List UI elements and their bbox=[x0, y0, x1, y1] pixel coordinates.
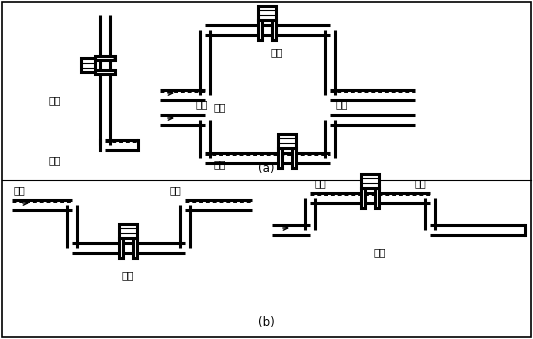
Text: 错误: 错误 bbox=[374, 247, 386, 257]
Bar bbox=[258, 20, 262, 40]
Bar bbox=[258, 6, 276, 20]
Bar bbox=[361, 174, 379, 188]
Text: 正确: 正确 bbox=[49, 95, 61, 105]
Text: 液体: 液体 bbox=[195, 99, 207, 109]
Text: 液体: 液体 bbox=[335, 99, 348, 109]
Bar bbox=[119, 224, 137, 238]
Text: 气泡: 气泡 bbox=[14, 185, 26, 195]
Text: 错误: 错误 bbox=[214, 102, 226, 112]
Text: 正确: 正确 bbox=[271, 47, 283, 57]
Bar bbox=[272, 20, 276, 40]
Text: 液体: 液体 bbox=[49, 155, 61, 165]
Text: 气泡: 气泡 bbox=[315, 178, 327, 188]
Text: 正确: 正确 bbox=[122, 270, 134, 280]
Text: (a): (a) bbox=[258, 162, 274, 175]
Bar bbox=[278, 148, 282, 168]
Bar bbox=[292, 148, 296, 168]
Text: 气泡: 气泡 bbox=[170, 185, 182, 195]
Bar bbox=[95, 56, 115, 60]
Bar bbox=[375, 188, 379, 208]
Bar bbox=[95, 70, 115, 74]
Text: 液体: 液体 bbox=[214, 159, 226, 169]
Bar bbox=[133, 238, 137, 258]
Bar bbox=[361, 188, 365, 208]
Bar bbox=[278, 134, 296, 148]
Bar bbox=[119, 238, 123, 258]
Bar bbox=[81, 58, 95, 72]
Text: (b): (b) bbox=[257, 316, 274, 329]
Text: 气泡: 气泡 bbox=[415, 178, 427, 188]
